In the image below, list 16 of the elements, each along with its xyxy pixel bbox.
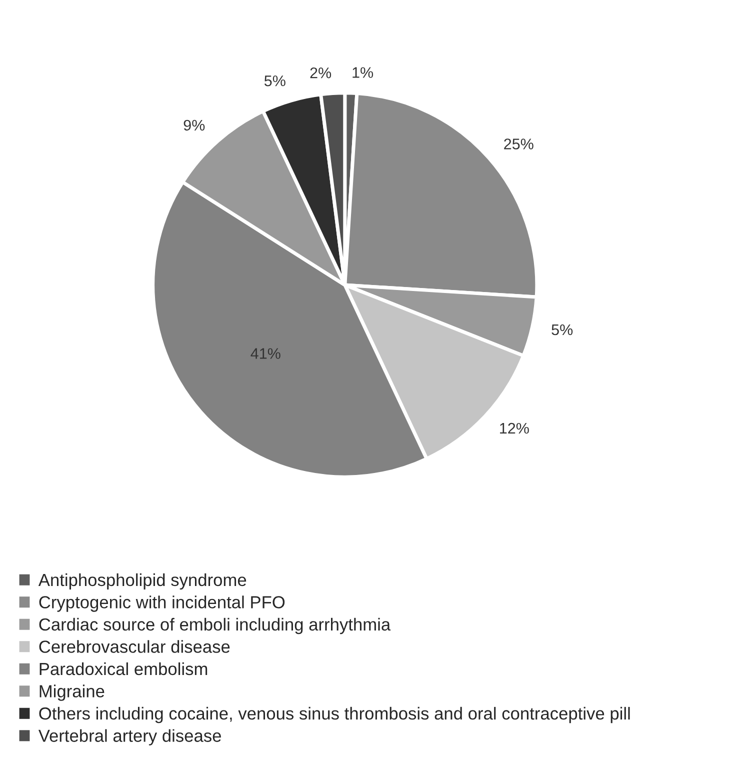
data-label: 25% — [504, 138, 534, 150]
legend-label: Cerebrovascular disease — [39, 640, 230, 653]
legend-label: Others including cocaine, venous sinus thrombosis and oral contraceptive pill — [39, 706, 630, 724]
legend-label: Paradoxical embolism — [40, 662, 208, 676]
legend-label: Cryptogenic with incidental PFO — [39, 596, 285, 612]
data-label: 5% — [264, 75, 286, 86]
legend-label: Vertebral artery disease — [38, 729, 221, 746]
data-label: 9% — [184, 120, 205, 131]
data-label: 5% — [552, 324, 573, 336]
data-label: 1% — [352, 67, 374, 78]
legend-label: Cardiac source of emboli including arrhythmia — [39, 618, 391, 634]
data-label: 41% — [250, 348, 280, 359]
data-label: 2% — [310, 67, 332, 78]
legend-label: Migraine — [40, 684, 104, 701]
data-label: 12% — [500, 422, 529, 434]
legend-label: Antiphospholipid syndrome — [38, 573, 246, 590]
